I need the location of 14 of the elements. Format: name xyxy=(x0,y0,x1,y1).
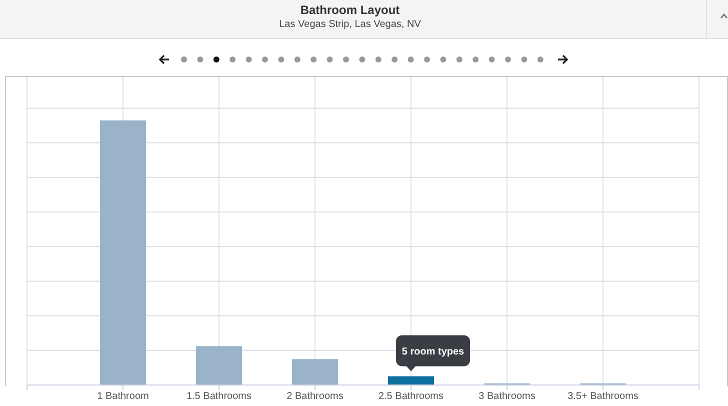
x-tick-label: 2.5 Bathrooms xyxy=(378,391,444,402)
x-tick-label: 1.5 Bathrooms xyxy=(186,391,252,402)
chart-subtitle: Las Vegas Strip, Las Vegas, NV xyxy=(278,19,422,30)
bar xyxy=(196,346,242,385)
bar xyxy=(100,120,146,385)
bar xyxy=(388,376,434,385)
chart-title: Bathroom Layout xyxy=(299,3,401,17)
x-tick-label: 2 Bathrooms xyxy=(286,391,344,402)
tooltip: 5 room types xyxy=(396,335,470,372)
bar xyxy=(292,359,338,385)
annotation: 5 room types xyxy=(402,346,465,358)
x-tick-label: 1 Bathroom xyxy=(97,391,149,402)
x-tick-label: 3 Bathrooms xyxy=(478,391,536,402)
x-tick-label: 3.5+ Bathrooms xyxy=(568,391,638,402)
